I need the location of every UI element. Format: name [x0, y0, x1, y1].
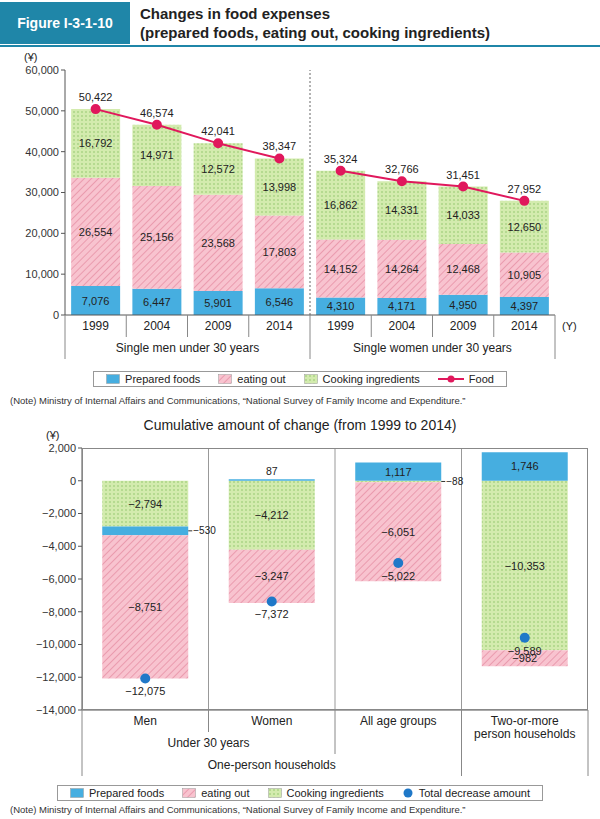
svg-text:5,901: 5,901	[204, 297, 232, 309]
svg-text:−3,247: −3,247	[255, 570, 289, 582]
svg-text:2004: 2004	[389, 319, 416, 333]
svg-text:−88: −88	[446, 476, 463, 487]
svg-text:17,803: 17,803	[263, 246, 297, 258]
svg-text:1999: 1999	[327, 319, 354, 333]
svg-text:Single men under 30 years: Single men under 30 years	[116, 341, 259, 355]
svg-text:−530: −530	[193, 525, 216, 536]
svg-text:50,000: 50,000	[25, 105, 59, 117]
svg-text:10,905: 10,905	[508, 269, 542, 281]
svg-text:32,766: 32,766	[385, 163, 419, 175]
svg-text:−5,022: −5,022	[381, 570, 415, 582]
svg-text:−6,051: −6,051	[381, 526, 415, 538]
svg-text:13,998: 13,998	[263, 181, 297, 193]
svg-text:26,554: 26,554	[79, 226, 113, 238]
svg-text:−12,000: −12,000	[36, 671, 76, 683]
html-text:(prepared foods, eating out, c: (prepared foods, eating out, cooking ing…	[140, 24, 490, 41]
svg-text:Two-or-more: Two-or-more	[491, 714, 559, 728]
svg-text:20,000: 20,000	[25, 227, 59, 239]
svg-text:27,952: 27,952	[508, 183, 542, 195]
svg-text:Men: Men	[134, 714, 157, 728]
svg-text:31,451: 31,451	[446, 169, 480, 181]
svg-text:−10,353: −10,353	[505, 560, 545, 572]
svg-text:−2,000: −2,000	[42, 507, 76, 519]
svg-text:0: 0	[70, 475, 76, 487]
svg-text:4,950: 4,950	[449, 299, 477, 311]
html-text:Figure I-3-1-10: Figure I-3-1-10	[17, 15, 113, 31]
svg-text:−7,372: −7,372	[255, 608, 289, 620]
svg-text:14,033: 14,033	[446, 209, 480, 221]
svg-text:4,397: 4,397	[511, 300, 539, 312]
svg-text:6,546: 6,546	[266, 296, 294, 308]
svg-text:38,347: 38,347	[263, 140, 297, 152]
html-text:(Y): (Y)	[562, 320, 577, 332]
svg-text:25,156: 25,156	[140, 231, 174, 243]
svg-text:14,264: 14,264	[385, 263, 419, 275]
svg-text:Under 30 years: Under 30 years	[167, 736, 249, 750]
svg-text:2004: 2004	[144, 319, 171, 333]
html-text:eating out: eating out	[237, 373, 286, 385]
svg-text:40,000: 40,000	[25, 146, 59, 158]
svg-text:−8,000: −8,000	[42, 606, 76, 618]
svg-text:14,331: 14,331	[385, 204, 419, 216]
html-text:(Note) Ministry of Internal Af: (Note) Ministry of Internal Affairs and …	[10, 804, 466, 815]
html-text:eating out: eating out	[201, 787, 250, 799]
svg-text:12,468: 12,468	[446, 263, 480, 275]
svg-text:7,076: 7,076	[82, 295, 110, 307]
svg-text:14,971: 14,971	[140, 149, 174, 161]
svg-text:46,574: 46,574	[140, 107, 174, 119]
svg-text:−6,000: −6,000	[42, 573, 76, 585]
svg-text:42,041: 42,041	[201, 125, 235, 137]
svg-text:−9,589: −9,589	[508, 645, 542, 657]
html-text:Cooking ingredients: Cooking ingredients	[286, 787, 384, 799]
svg-text:All age groups: All age groups	[360, 714, 437, 728]
svg-text:−8,751: −8,751	[128, 601, 162, 613]
svg-text:60,000: 60,000	[25, 64, 59, 76]
svg-text:One-person households: One-person households	[208, 758, 336, 772]
svg-text:Single women under 30 years: Single women under 30 years	[353, 341, 512, 355]
svg-text:0: 0	[53, 309, 59, 321]
svg-text:2014: 2014	[511, 319, 538, 333]
svg-text:10,000: 10,000	[25, 268, 59, 280]
html-text:Cooking ingredients: Cooking ingredients	[322, 373, 420, 385]
svg-text:−4,212: −4,212	[255, 509, 289, 521]
svg-text:12,572: 12,572	[201, 163, 235, 175]
svg-text:1,117: 1,117	[385, 466, 412, 478]
html-text:(Note) Ministry of Internal Af: (Note) Ministry of Internal Affairs and …	[10, 395, 466, 406]
svg-text:−2,794: −2,794	[128, 498, 162, 510]
svg-text:87: 87	[266, 465, 278, 477]
svg-text:1999: 1999	[82, 319, 109, 333]
svg-text:Women: Women	[251, 714, 292, 728]
svg-text:2009: 2009	[450, 319, 477, 333]
svg-text:4,310: 4,310	[327, 300, 355, 312]
svg-text:−14,000: −14,000	[36, 704, 76, 716]
svg-text:1,746: 1,746	[511, 460, 539, 472]
svg-text:16,862: 16,862	[324, 199, 358, 211]
svg-text:2,000: 2,000	[48, 442, 76, 454]
svg-text:2009: 2009	[205, 319, 232, 333]
svg-text:6,447: 6,447	[143, 296, 171, 308]
svg-text:4,171: 4,171	[388, 300, 416, 312]
html-text:Changes in food expenses: Changes in food expenses	[140, 5, 330, 22]
svg-text:16,792: 16,792	[79, 137, 113, 149]
svg-text:50,422: 50,422	[79, 91, 113, 103]
svg-text:23,568: 23,568	[201, 237, 235, 249]
svg-text:−10,000: −10,000	[36, 638, 76, 650]
html-text:Prepared foods: Prepared foods	[89, 787, 165, 799]
html-text:Prepared foods: Prepared foods	[125, 373, 201, 385]
svg-text:person households: person households	[474, 727, 575, 741]
svg-text:−4,000: −4,000	[42, 540, 76, 552]
html-text:Total decrease amount: Total decrease amount	[418, 787, 530, 799]
svg-text:12,650: 12,650	[508, 221, 542, 233]
svg-text:−982: −982	[512, 652, 538, 665]
svg-text:30,000: 30,000	[25, 186, 59, 198]
svg-text:2014: 2014	[266, 319, 293, 333]
svg-text:14,152: 14,152	[324, 263, 358, 275]
html-text:Food: Food	[468, 373, 494, 385]
html-text:Cumulative amount of change (f: Cumulative amount of change (from 1999 t…	[143, 417, 457, 433]
svg-text:−12,075: −12,075	[125, 685, 165, 697]
svg-text:35,324: 35,324	[324, 153, 358, 165]
